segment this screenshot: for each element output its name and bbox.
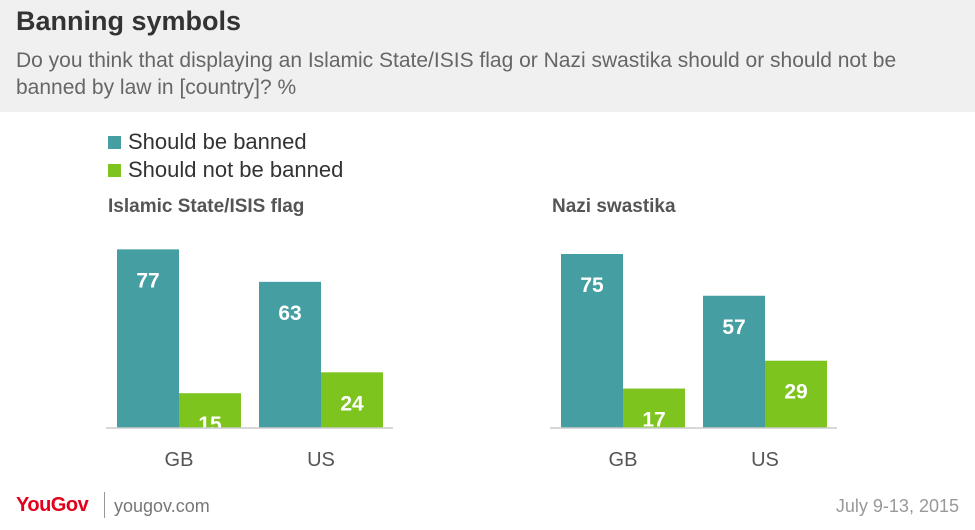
data-label-swastika-gb-not-banned: 17: [642, 409, 665, 432]
x-tick-swastika-gb: GB: [609, 449, 638, 471]
data-label-isis-us-not-banned: 24: [340, 392, 364, 415]
bar-isis-us-not-banned: [321, 372, 383, 428]
x-tick-isis-gb: GB: [165, 449, 194, 471]
legend-swatch-banned: [108, 135, 121, 149]
bar-isis-gb-banned: [117, 249, 179, 428]
bar-isis-us-banned: [259, 281, 321, 428]
x-tick-isis-us: US: [307, 449, 335, 471]
data-label-isis-us-banned: 63: [278, 302, 301, 325]
x-tick-swastika-us: US: [751, 449, 779, 471]
bar-swastika-gb-banned: [561, 254, 623, 428]
bar-swastika-us-not-banned: [765, 360, 827, 428]
data-label-isis-gb-not-banned: 15: [198, 413, 222, 436]
legend-label-not-banned: Should not be banned: [128, 157, 344, 182]
legend-item-banned: Should be banned: [108, 128, 343, 156]
header-band: Banning symbols Do you think that displa…: [0, 0, 975, 112]
legend-label-banned: Should be banned: [128, 129, 307, 154]
footer-date: July 9-13, 2015: [835, 496, 959, 516]
data-label-swastika-us-banned: 57: [722, 316, 745, 339]
bar-swastika-us-banned: [703, 295, 765, 428]
data-label-isis-gb-banned: 77: [136, 269, 159, 292]
panel-title-swastika: Nazi swastika: [552, 196, 676, 217]
data-label-swastika-gb-banned: 75: [580, 274, 604, 297]
footer-separator: [104, 492, 105, 518]
bar-swastika-gb-not-banned: [623, 388, 685, 428]
chart-title: Banning symbols: [16, 6, 242, 36]
footer-site[interactable]: yougov.com: [114, 496, 210, 516]
bar-isis-gb-not-banned: [179, 393, 241, 428]
legend: Should be banned Should not be banned: [108, 128, 343, 184]
yougov-logo: YouGov: [16, 494, 89, 516]
legend-swatch-not-banned: [108, 163, 121, 177]
legend-item-not-banned: Should not be banned: [108, 156, 343, 184]
data-label-swastika-us-not-banned: 29: [784, 381, 807, 404]
chart-subtitle: Do you think that displaying an Islamic …: [16, 49, 897, 99]
panel-title-isis: Islamic State/ISIS flag: [108, 196, 305, 217]
